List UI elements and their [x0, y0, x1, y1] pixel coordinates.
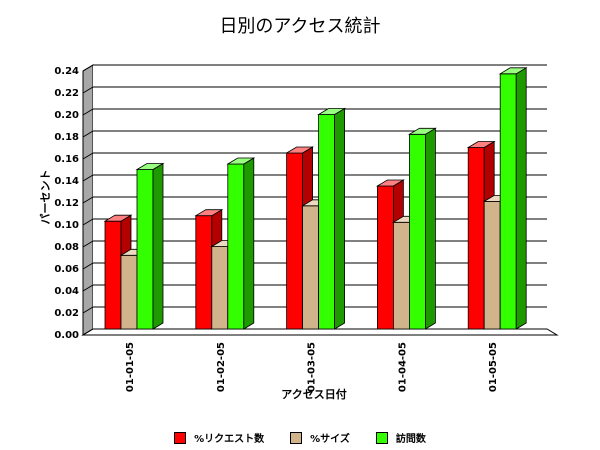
bar — [317, 107, 347, 330]
y-tick-label: 0.20 — [54, 110, 79, 121]
y-tick-label: 0.06 — [54, 264, 79, 275]
bar — [407, 127, 437, 330]
bar-top — [375, 179, 405, 187]
bar-front — [104, 220, 122, 330]
bar-front — [227, 163, 245, 330]
grid-line-wall — [82, 262, 94, 270]
bar-front — [286, 152, 304, 330]
bar-side — [243, 157, 255, 330]
legend-label: %サイズ — [310, 434, 350, 445]
y-tick-label: 0.12 — [54, 198, 79, 209]
y-tick-label: 0.14 — [54, 176, 79, 187]
bar-side — [334, 107, 346, 330]
grid-line-wall — [82, 218, 94, 226]
y-tick-label: 0.22 — [54, 88, 79, 99]
legend-swatch — [375, 431, 388, 444]
grid-line-wall — [82, 284, 94, 292]
x-tick-label: 01-04-05 — [397, 342, 408, 392]
bar-side — [424, 127, 436, 330]
bar-front — [483, 200, 501, 330]
y-tick-label: 0.24 — [54, 66, 79, 77]
legend-swatch — [174, 431, 187, 444]
plot-floor — [81, 328, 559, 336]
y-tick-label: 0.04 — [54, 286, 79, 297]
bars-group — [103, 67, 528, 330]
bar-top — [135, 163, 165, 170]
bar-front — [408, 133, 426, 330]
legend-item: %サイズ — [290, 430, 350, 445]
bar-top — [498, 67, 528, 75]
bar-top — [226, 157, 256, 165]
grid-line-wall — [82, 152, 94, 160]
grid-line-wall — [82, 64, 94, 72]
bar-front — [195, 215, 213, 330]
bar-front — [136, 169, 154, 330]
grid-line-wall — [82, 196, 94, 204]
y-tick-label: 0.00 — [54, 330, 79, 341]
y-tick-labels: 0.00 0.02 0.04 0.06 0.08 0.10 0.12 0.14 0.16 0.18… — [54, 66, 79, 341]
x-tick-label: 01-01-05 — [125, 342, 136, 392]
bar-side — [515, 67, 527, 330]
grid-line-wall — [82, 130, 94, 138]
legend: %リクエスト数 %サイズ 訪問数 — [0, 430, 600, 445]
legend-swatch — [290, 431, 303, 444]
bar — [226, 157, 256, 330]
bar-front — [120, 254, 138, 330]
x-tick-label: 01-05-05 — [488, 342, 499, 392]
bar-top — [466, 141, 496, 148]
y-tick-label: 0.10 — [54, 220, 79, 231]
y-tick-label: 0.18 — [54, 132, 79, 143]
bar-top — [103, 214, 133, 222]
legend-label: %リクエスト数 — [194, 434, 265, 445]
x-axis-label: アクセス日付 — [281, 387, 346, 401]
bar-front — [302, 205, 320, 330]
grid-line-wall — [82, 108, 94, 116]
grid-line-wall — [82, 306, 94, 314]
y-axis-label: パーセント — [39, 170, 52, 225]
grid-line-wall — [82, 86, 94, 94]
x-tick-label: 01-03-05 — [307, 342, 318, 392]
x-tick-labels: 01-01-05 01-02-05 01-03-05 01-04-05 01-05-05 — [125, 342, 499, 392]
bar — [498, 67, 528, 330]
bar-front — [499, 73, 517, 330]
grid-line-wall — [82, 174, 94, 182]
y-tick-label: 0.08 — [54, 242, 79, 253]
legend-item: 訪問数 — [375, 430, 426, 445]
bar-front — [376, 185, 394, 330]
chart-title: 日別のアクセス統計 — [219, 16, 381, 37]
grid-line-wall — [82, 328, 94, 336]
bar-front — [467, 147, 485, 330]
bar-top — [285, 146, 315, 154]
y-tick-label: 0.16 — [54, 154, 79, 165]
legend-label: 訪問数 — [395, 434, 426, 445]
bar-front — [211, 246, 229, 330]
bar-top — [317, 108, 347, 115]
y-tick-label: 0.02 — [54, 308, 79, 319]
bar — [135, 162, 165, 330]
x-tick-label: 01-02-05 — [216, 342, 227, 392]
bar-side — [152, 162, 164, 330]
bar-front — [318, 114, 336, 330]
legend-item: %リクエスト数 — [174, 430, 264, 445]
bar-top — [194, 209, 224, 217]
grid-line-wall — [82, 240, 94, 248]
bar-chart: 0.00 0.02 0.04 0.06 0.08 0.10 0.12 0.14 0.16 0.18… — [39, 64, 559, 401]
bar-front — [392, 221, 410, 330]
bar-top — [407, 127, 437, 135]
